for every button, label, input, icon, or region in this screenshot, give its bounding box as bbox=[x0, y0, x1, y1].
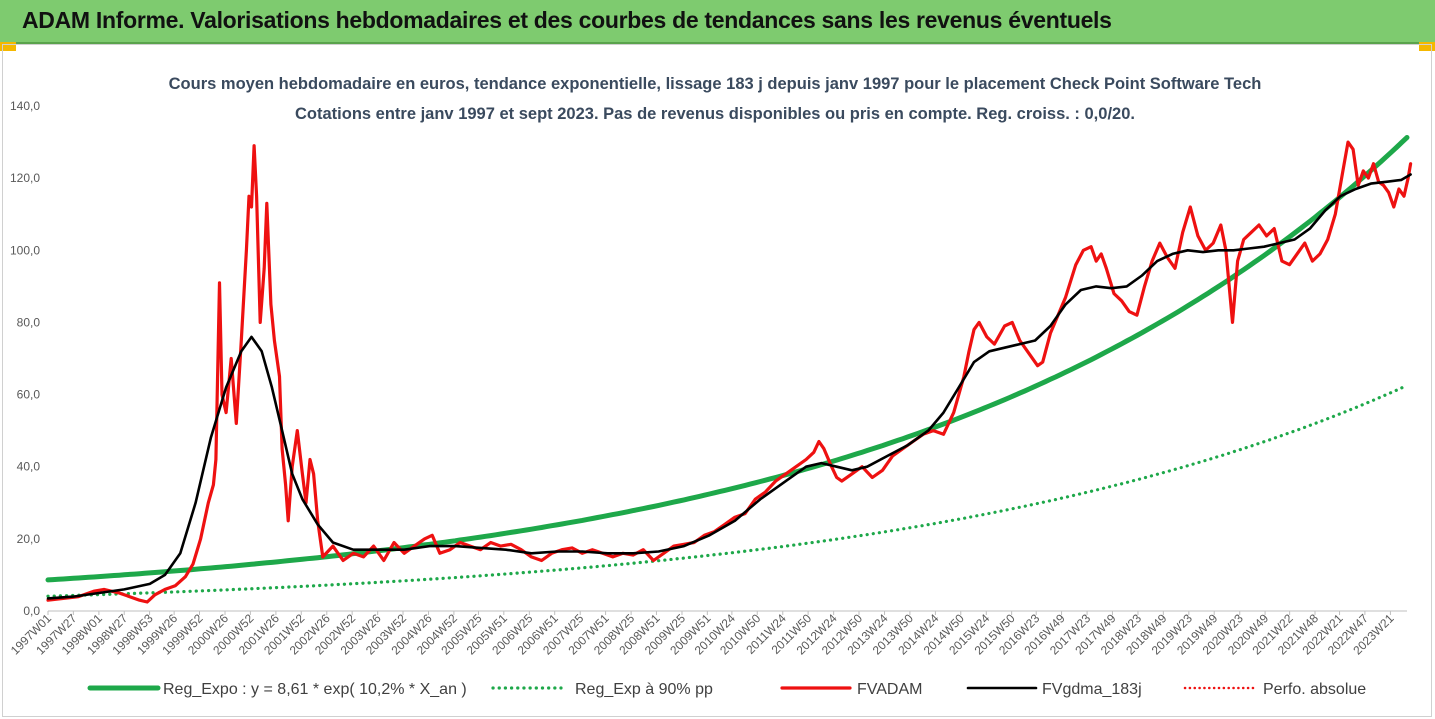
y-tick-label: 0,0 bbox=[23, 604, 40, 618]
banner-title: ADAM Informe. Valorisations hebdomadaire… bbox=[22, 7, 1112, 33]
series-line-2 bbox=[46, 140, 1413, 604]
series-line-1 bbox=[46, 383, 1409, 598]
title-banner: ADAM Informe. Valorisations hebdomadaire… bbox=[0, 0, 1435, 44]
y-tick-label: 140,0 bbox=[10, 99, 40, 113]
legend-label-3: FVgdma_183j bbox=[1042, 681, 1142, 698]
y-tick-label: 60,0 bbox=[17, 388, 41, 402]
legend: Reg_Expo : y = 8,61 * exp( 10,2% * X_an … bbox=[87, 681, 1366, 698]
chart-frame bbox=[2, 44, 1432, 717]
legend-label-1: Reg_Exp à 90% pp bbox=[575, 681, 713, 698]
legend-label-2: FVADAM bbox=[857, 681, 922, 698]
chart-title: Cours moyen hebdomadaire en euros, tenda… bbox=[169, 75, 1262, 93]
legend-label-0: Reg_Expo : y = 8,61 * exp( 10,2% * X_an … bbox=[163, 681, 467, 698]
legend-label-4: Perfo. absolue bbox=[1263, 681, 1366, 698]
y-tick-label: 20,0 bbox=[17, 532, 41, 546]
chart-subtitle: Cotations entre janv 1997 et sept 2023. … bbox=[295, 105, 1135, 123]
y-tick-label: 120,0 bbox=[10, 171, 40, 185]
y-tick-label: 40,0 bbox=[17, 460, 41, 474]
series-line-0 bbox=[45, 135, 1410, 583]
banner-corner-left bbox=[0, 42, 16, 51]
series-line-3 bbox=[46, 173, 1412, 600]
y-tick-label: 80,0 bbox=[17, 315, 41, 329]
series-layer bbox=[45, 135, 1413, 604]
banner-corner-right bbox=[1419, 42, 1435, 51]
y-tick-label: 100,0 bbox=[10, 243, 40, 257]
